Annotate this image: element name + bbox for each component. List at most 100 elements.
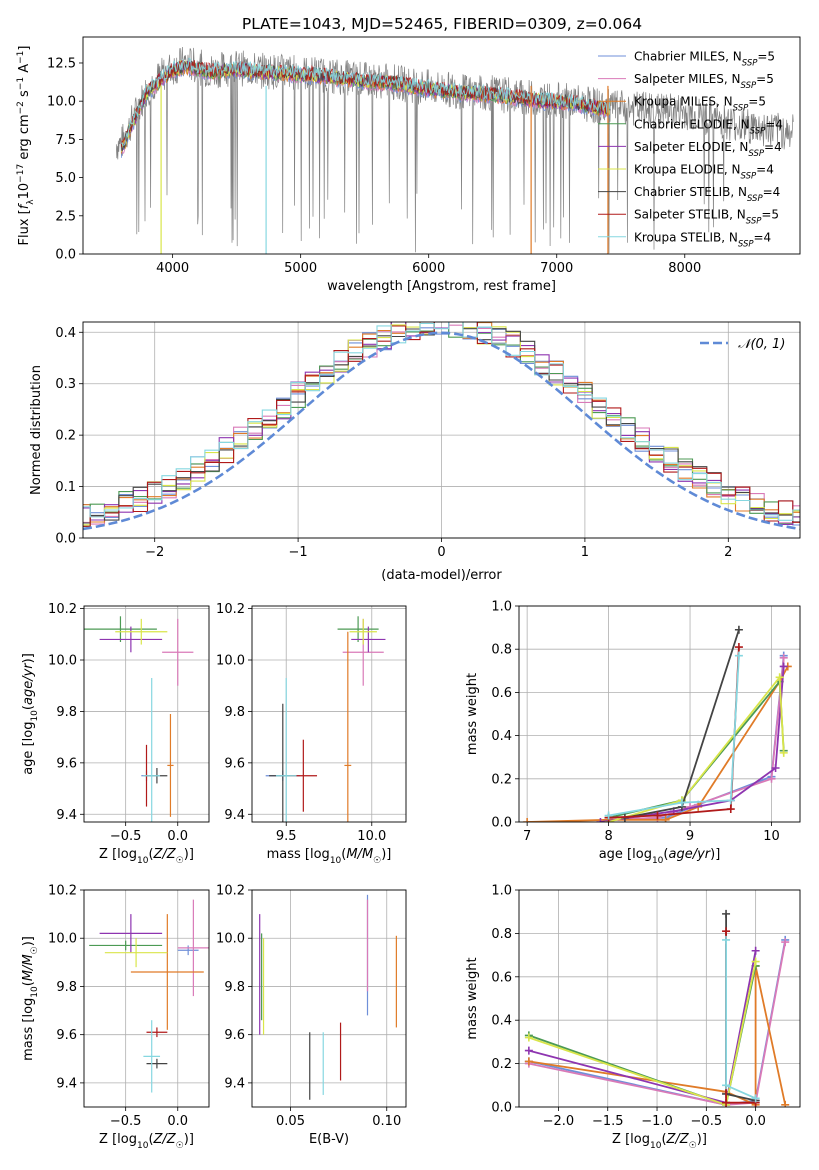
- y-tick-label: 5.0: [55, 171, 76, 186]
- mass-weight-marker: [524, 1057, 533, 1066]
- y-tick-label: 10.0: [47, 95, 76, 110]
- label-part: )]: [697, 1132, 707, 1147]
- x-axis-label: mass [log10(M/M☉)]: [267, 847, 392, 866]
- axes-frame: [251, 889, 407, 1108]
- x-tick-label: −1: [289, 545, 308, 560]
- label-part: (: [21, 981, 36, 986]
- mass-weight-line: [624, 629, 740, 819]
- plot-area: [83, 322, 800, 531]
- y-tick-label: 0.0: [491, 816, 512, 831]
- legend-tail: =5: [757, 50, 775, 64]
- x-tick-label: −2.0: [543, 1114, 575, 1129]
- legend-entry-label: Salpeter MILES, NSSP=5: [634, 72, 774, 91]
- y-tick-label: 9.8: [56, 705, 77, 720]
- x-axis-label: wavelength [Angstrom, rest frame]: [327, 279, 556, 294]
- mass-weight-marker: [751, 946, 760, 955]
- mass-weight-marker: [722, 935, 731, 944]
- legend-subscript: SSP: [748, 149, 764, 159]
- label-part: M/M: [346, 847, 373, 862]
- label-part: 10: [652, 856, 664, 866]
- y-tick-label: 9.4: [224, 808, 245, 823]
- y-tick-label: 10.0: [216, 654, 245, 669]
- label-part: −1: [16, 77, 26, 90]
- mass-weight-line: [725, 913, 756, 1102]
- y-tick-label: 0.4: [491, 1014, 512, 1029]
- y-tick-label: 10.0: [48, 654, 77, 669]
- mass-weight-marker: [781, 1100, 790, 1107]
- x-tick-label: −1.5: [592, 1114, 624, 1129]
- y-axis-label: age [log10(age/yr)]: [21, 653, 40, 775]
- legend-main: Chabrier STELIB, N: [634, 185, 747, 199]
- y-axis-label: Flux [fλ10−17 erg cm−2 s−1 A−1]: [16, 46, 36, 246]
- normal-reference-curve: [83, 331, 800, 531]
- plot-area: [265, 616, 386, 822]
- residual-histogram-line: [83, 322, 800, 521]
- x-tick-label: 7: [523, 829, 531, 844]
- label-part: ☉: [373, 856, 381, 866]
- legend-entry-label: Chabrier MILES, NSSP=5: [634, 50, 775, 69]
- mass-weight-marker: [734, 651, 743, 660]
- x-tick-label: 0.0: [745, 1114, 766, 1129]
- x-tick-label: −1.0: [641, 1114, 673, 1129]
- x-tick-label: 8: [604, 829, 612, 844]
- label-part: )]: [184, 1132, 194, 1147]
- label-part: ☉: [689, 1141, 697, 1151]
- y-tick-label: 9.6: [56, 1028, 77, 1043]
- x-tick-label: 8000: [668, 261, 701, 276]
- label-part: Normed distribution: [29, 365, 44, 495]
- mass-weight-marker: [653, 811, 662, 820]
- figure-title: PLATE=1043, MJD=52465, FIBERID=0309, z=0…: [242, 15, 642, 33]
- legend-subscript: SSP: [742, 59, 758, 69]
- y-tick-label: 9.4: [56, 1076, 77, 1091]
- mass-weight-marker: [722, 1081, 731, 1090]
- y-tick-label: 0.3: [55, 377, 76, 392]
- label-part: ☉: [176, 856, 184, 866]
- residual-histogram-line: [83, 322, 800, 526]
- plot-area: [523, 625, 792, 822]
- mass-weight-vs-metallicity-panel: −2.0 −1.5 −1.0 −0.5 0.0 0.0 0.2 0.4 0.6 0.8 1.0 Z […: [465, 884, 801, 1151]
- legend-entry-label: Kroupa MILES, NSSP=5: [634, 95, 766, 114]
- legend-main: Salpeter MILES, N: [634, 72, 741, 86]
- y-tick-label: 10.2: [216, 602, 245, 617]
- mass-weight-marker: [779, 653, 788, 662]
- legend-entry-label: Kroupa ELODIE, NSSP=4: [634, 163, 774, 182]
- mass-vs-ebv-panel: 0.05 0.10 9.4 9.6 9.8 10.0 10.2 E(B-V): [216, 884, 407, 1147]
- label-part: )]: [184, 847, 194, 862]
- model-spectrum-line: [120, 60, 611, 147]
- label-part: )]: [21, 936, 36, 946]
- legend-tail: =5: [761, 208, 779, 222]
- mass-weight-marker: [604, 811, 613, 820]
- mass-weight-line: [608, 655, 785, 821]
- mass-weight-line: [608, 674, 785, 822]
- residual-histogram-line: [83, 322, 800, 527]
- x-tick-label: −0.5: [691, 1114, 723, 1129]
- legend-main: Salpeter STELIB, N: [634, 208, 746, 222]
- y-tick-label: 0.0: [55, 532, 76, 547]
- x-tick-label: 5000: [284, 261, 317, 276]
- mass-weight-line: [528, 950, 757, 1104]
- y-axis-label: mass [log10(M/M☉)]: [21, 936, 40, 1061]
- x-tick-label: 0.05: [276, 1114, 305, 1129]
- label-part: mass weight: [465, 957, 480, 1039]
- legend-tail: =4: [765, 117, 783, 131]
- legend-entry-label: 𝒩(0, 1): [738, 337, 785, 352]
- label-part: 10: [30, 986, 40, 998]
- mass-weight-line: [600, 666, 785, 822]
- residual-histogram-line: [83, 322, 800, 527]
- mass-weight-marker: [661, 815, 670, 822]
- label-part: )]: [21, 653, 36, 663]
- y-axis-label: Normed distribution: [29, 365, 44, 495]
- y-tick-label: 10.0: [216, 932, 245, 947]
- legend-tail: =5: [756, 72, 774, 86]
- mass-weight-marker: [767, 774, 776, 783]
- label-part: s: [17, 90, 32, 101]
- plot-area: [84, 616, 194, 822]
- y-tick-label: 1.0: [491, 600, 512, 615]
- label-part: 10: [137, 856, 149, 866]
- label-part: Z [log: [99, 1132, 137, 1147]
- axes-frame: [82, 321, 801, 539]
- axes-frame: [518, 889, 801, 1108]
- y-tick-label: 9.4: [56, 808, 77, 823]
- label-part: 10: [17, 183, 32, 200]
